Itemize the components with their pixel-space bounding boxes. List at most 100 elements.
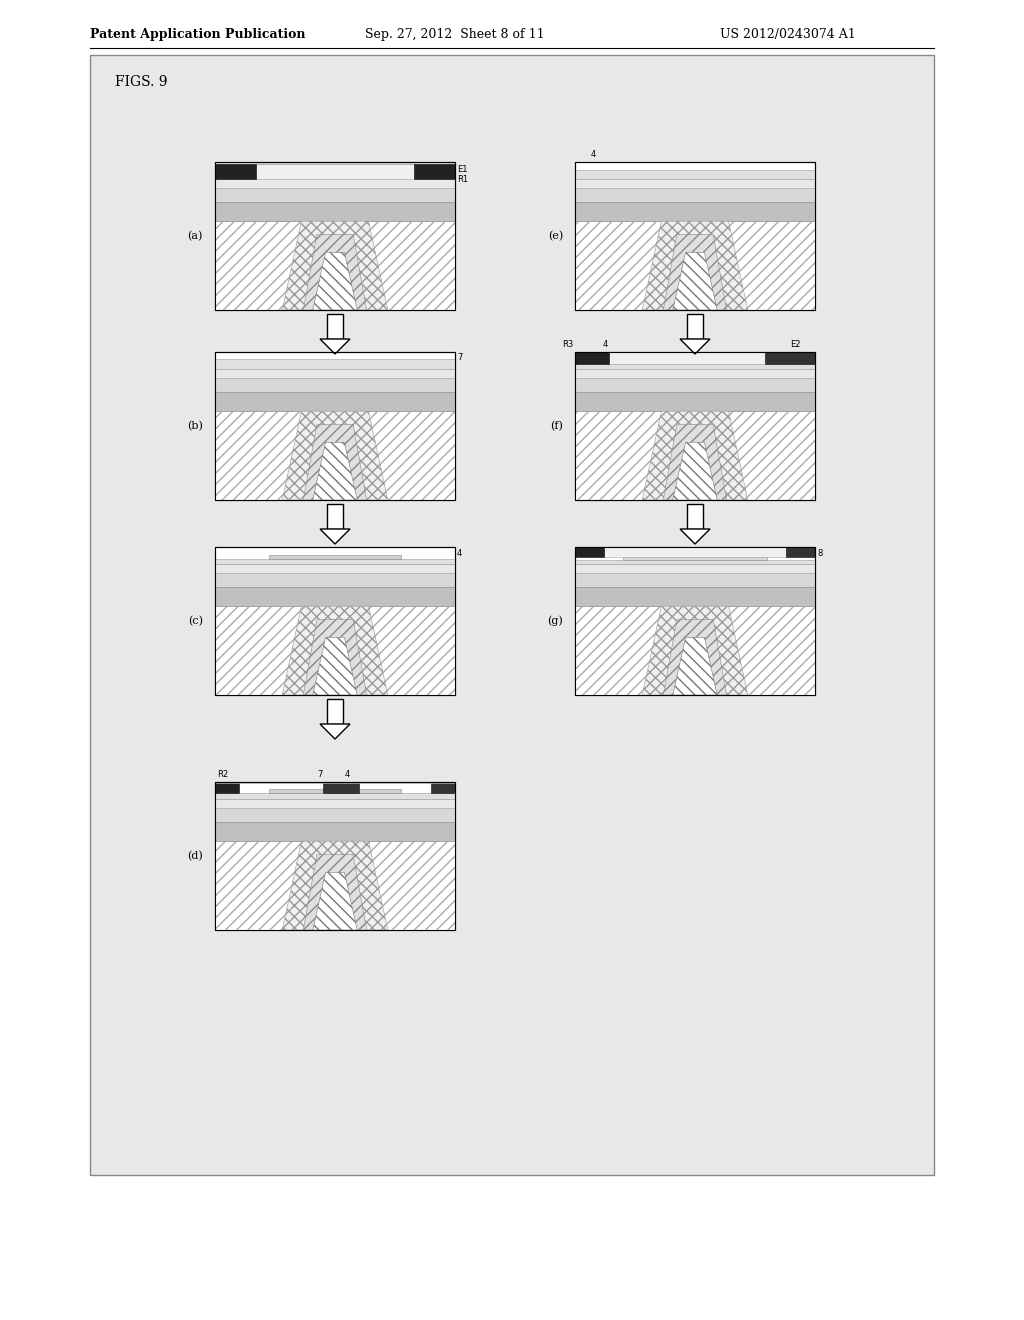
Bar [575, 587, 815, 606]
Bar [215, 352, 455, 500]
Bar [687, 314, 703, 339]
Text: (a): (a) [187, 231, 203, 242]
Polygon shape [303, 235, 367, 310]
Text: 7: 7 [457, 354, 463, 363]
Bar [575, 560, 815, 564]
Polygon shape [680, 529, 710, 544]
Bar [269, 556, 401, 560]
Bar [575, 202, 815, 222]
Bar [215, 222, 455, 310]
Bar [575, 222, 815, 310]
Polygon shape [303, 425, 367, 500]
Bar [215, 781, 455, 783]
Bar [215, 187, 455, 202]
Bar [765, 352, 815, 363]
Bar [215, 781, 455, 931]
Text: 4: 4 [344, 770, 349, 779]
Bar [575, 368, 815, 378]
Text: Patent Application Publication: Patent Application Publication [90, 28, 305, 41]
Polygon shape [312, 442, 357, 500]
Bar [215, 412, 455, 500]
Polygon shape [303, 854, 367, 931]
Text: 4: 4 [591, 150, 596, 158]
Text: (b): (b) [187, 421, 203, 432]
Bar [327, 314, 343, 339]
Text: R1: R1 [457, 176, 468, 185]
Polygon shape [642, 606, 748, 696]
Bar [327, 504, 343, 529]
Bar [575, 363, 815, 368]
Polygon shape [312, 252, 357, 310]
Polygon shape [664, 619, 727, 696]
Text: 8: 8 [817, 549, 822, 557]
Polygon shape [283, 841, 388, 931]
Polygon shape [664, 425, 727, 500]
Bar [90, 55, 934, 1175]
Bar [215, 606, 455, 696]
Bar [215, 546, 455, 696]
Text: E2: E2 [790, 341, 800, 348]
Bar [575, 378, 815, 392]
Bar [575, 352, 608, 363]
Bar [575, 546, 815, 696]
Polygon shape [642, 222, 748, 310]
Bar [215, 546, 455, 696]
Bar [608, 352, 765, 363]
Bar [604, 546, 786, 557]
Polygon shape [680, 339, 710, 354]
Polygon shape [664, 235, 727, 310]
Polygon shape [303, 619, 367, 696]
Bar [215, 573, 455, 587]
Bar [215, 162, 455, 310]
Text: 4: 4 [457, 549, 462, 557]
Bar [575, 170, 815, 178]
Bar [215, 781, 455, 931]
Bar [575, 573, 815, 587]
Bar [575, 162, 815, 310]
Bar [215, 564, 455, 573]
Text: FIGS. 9: FIGS. 9 [115, 75, 168, 88]
Polygon shape [312, 638, 357, 696]
Bar [215, 822, 455, 841]
Bar [215, 359, 455, 368]
Polygon shape [312, 873, 357, 931]
Polygon shape [319, 723, 350, 739]
Polygon shape [319, 339, 350, 354]
Bar [215, 378, 455, 392]
Bar [215, 841, 455, 931]
Bar [215, 392, 455, 412]
Bar [786, 546, 815, 557]
Bar [414, 165, 455, 178]
Text: R2: R2 [217, 770, 228, 779]
Bar [215, 587, 455, 606]
Bar [575, 412, 815, 500]
Text: US 2012/0243074 A1: US 2012/0243074 A1 [720, 28, 856, 41]
Polygon shape [642, 412, 748, 500]
Bar [215, 368, 455, 378]
Polygon shape [673, 442, 717, 500]
Bar [575, 352, 815, 500]
Bar [575, 546, 604, 557]
Bar [215, 352, 455, 500]
Polygon shape [319, 529, 350, 544]
Text: (g): (g) [547, 615, 563, 626]
Text: 4: 4 [602, 341, 607, 348]
Text: E1: E1 [457, 165, 468, 174]
Text: R3: R3 [562, 341, 573, 348]
Bar [215, 162, 455, 165]
Bar [327, 700, 343, 723]
Bar [575, 162, 815, 310]
Bar [256, 165, 414, 178]
Bar [623, 557, 767, 560]
Bar [575, 187, 815, 202]
Bar [215, 178, 455, 187]
Polygon shape [673, 638, 717, 696]
Bar [215, 560, 455, 564]
Polygon shape [283, 222, 388, 310]
Bar [215, 799, 455, 808]
Bar [215, 808, 455, 822]
Bar [575, 352, 815, 500]
Bar [575, 606, 815, 696]
Bar [687, 504, 703, 529]
Bar [269, 788, 401, 793]
